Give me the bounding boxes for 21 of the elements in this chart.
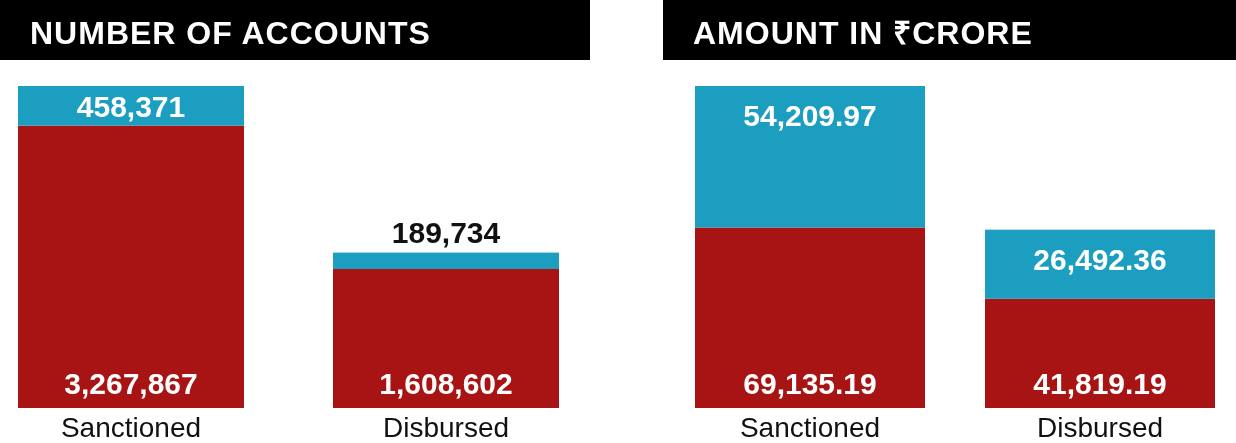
x-tick-label: Disbursed bbox=[1036, 412, 1164, 443]
bar bbox=[985, 298, 1215, 408]
x-tick-label: Disbursed bbox=[382, 412, 510, 443]
bar bbox=[333, 252, 559, 269]
chart-title: AMOUNT IN ₹CRORE bbox=[693, 15, 1033, 51]
chart-title: NUMBER OF ACCOUNTS bbox=[30, 15, 431, 51]
data-label: 26,492.36 bbox=[1033, 242, 1167, 276]
bar bbox=[18, 125, 244, 408]
x-tick-label: Sanctioned bbox=[60, 412, 202, 443]
bar bbox=[333, 268, 559, 408]
data-label: 458,371 bbox=[76, 89, 186, 123]
data-label: 189,734 bbox=[391, 215, 501, 249]
data-label: 3,267,867 bbox=[64, 367, 198, 400]
data-label: 69,135.19 bbox=[743, 367, 877, 400]
bar bbox=[985, 229, 1215, 299]
x-tick-label: Sanctioned bbox=[739, 412, 881, 443]
bar bbox=[695, 227, 925, 408]
bar bbox=[695, 86, 925, 228]
data-label: 41,819.19 bbox=[1033, 367, 1167, 400]
data-label: 1,608,602 bbox=[379, 367, 513, 400]
data-label: 54,209.97 bbox=[743, 99, 877, 132]
